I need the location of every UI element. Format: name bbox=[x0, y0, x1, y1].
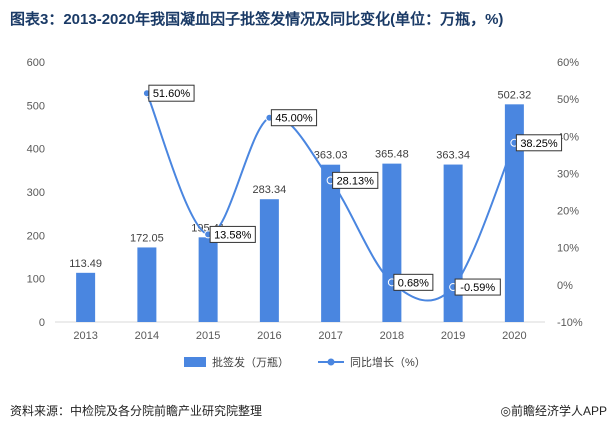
pct-label: 13.58% bbox=[214, 229, 252, 241]
pct-label: 45.00% bbox=[275, 113, 313, 125]
pct-callout: 38.25% bbox=[515, 134, 563, 152]
right-axis: -10% 0% 10% 20% 30% 40% 50% 60% bbox=[557, 57, 583, 329]
brand-note: ◎前瞻经济学人APP bbox=[501, 402, 608, 419]
legend-line-label: 同比增长（%） bbox=[350, 355, 426, 369]
bar-value-label: 363.03 bbox=[314, 150, 348, 162]
bar bbox=[504, 104, 524, 322]
chart-title: 图表3：2013-2020年我国凝血因子批签发情况及同比变化(单位：万瓶，%) bbox=[10, 11, 504, 28]
pct-callout: 13.58% bbox=[209, 225, 256, 243]
left-axis-tick-label: 300 bbox=[27, 187, 45, 199]
bar-value-label: 363.34 bbox=[436, 150, 470, 162]
bar bbox=[321, 164, 341, 322]
x-tick-label: 2014 bbox=[135, 330, 159, 342]
right-axis-tick-label: 40% bbox=[557, 131, 579, 143]
bar bbox=[198, 237, 218, 322]
pct-label-box bbox=[209, 225, 256, 243]
line-series: 51.60% 13.58% 45.00% 28.13% 0.68% -0.59% 38.25… bbox=[142, 84, 563, 302]
legend-bar-label: 批签发（万瓶） bbox=[212, 355, 289, 369]
right-axis-tick-label: 30% bbox=[557, 168, 579, 180]
right-axis-tick-label: 10% bbox=[557, 243, 579, 255]
left-axis-tick-label: 100 bbox=[27, 274, 45, 286]
source-note: 资料来源：中检院及各分院前瞻产业研究院整理 bbox=[10, 404, 263, 418]
pct-callout: 28.13% bbox=[332, 171, 379, 189]
pct-label: 0.68% bbox=[398, 277, 429, 289]
x-tick-label: 2019 bbox=[441, 330, 465, 342]
pct-label-box bbox=[515, 134, 563, 152]
x-tick-label: 2015 bbox=[196, 330, 220, 342]
left-axis-tick-label: 600 bbox=[27, 57, 45, 69]
bar bbox=[76, 272, 96, 322]
bar-value-label: 172.05 bbox=[130, 232, 164, 244]
pct-callout: -0.59% bbox=[454, 278, 501, 296]
pct-callout: 0.68% bbox=[393, 273, 434, 291]
bar bbox=[382, 163, 402, 322]
bar-value-label: 283.34 bbox=[253, 184, 287, 196]
pct-label: 28.13% bbox=[337, 175, 375, 187]
pct-label-box bbox=[454, 278, 501, 296]
pct-label: 38.25% bbox=[520, 138, 558, 150]
x-axis-labels: 2013 2014 2015 2016 2017 2018 2019 2020 bbox=[73, 330, 526, 342]
x-tick-label: 2018 bbox=[380, 330, 404, 342]
right-axis-tick-label: 20% bbox=[557, 206, 579, 218]
bar-value-label: 502.32 bbox=[498, 89, 532, 101]
pct-label-box bbox=[270, 109, 318, 127]
x-tick-label: 2013 bbox=[73, 330, 97, 342]
x-tick-label: 2016 bbox=[257, 330, 281, 342]
pct-label: 51.60% bbox=[153, 88, 191, 100]
left-axis-tick-label: 200 bbox=[27, 230, 45, 242]
legend: 批签发（万瓶） 同比增长（%） bbox=[184, 355, 426, 369]
brand-icon: ◎ bbox=[500, 404, 511, 418]
bar bbox=[137, 247, 157, 322]
x-tick-label: 2017 bbox=[318, 330, 342, 342]
legend-line-marker bbox=[327, 358, 335, 366]
right-axis-tick-label: -10% bbox=[557, 317, 583, 329]
left-axis-tick-label: 0 bbox=[39, 317, 45, 329]
brand-label: 前瞻经济学人APP bbox=[510, 404, 607, 418]
bar bbox=[443, 164, 463, 322]
pct-callout: 51.60% bbox=[148, 84, 195, 102]
x-tick-label: 2020 bbox=[502, 330, 526, 342]
right-axis-tick-label: 50% bbox=[557, 94, 579, 106]
right-axis-tick-label: 0% bbox=[557, 280, 573, 292]
left-axis-tick-label: 400 bbox=[27, 144, 45, 156]
pct-label-box bbox=[148, 84, 195, 102]
bar-value-label: 113.49 bbox=[69, 258, 102, 270]
bar-value-label: 365.48 bbox=[375, 149, 409, 161]
pct-callout: 45.00% bbox=[270, 109, 318, 127]
bar bbox=[259, 199, 279, 322]
pct-label-box bbox=[332, 171, 379, 189]
pct-label-box bbox=[393, 273, 434, 291]
legend-bar-swatch bbox=[184, 357, 206, 367]
left-axis: 0 100 200 300 400 500 600 bbox=[27, 57, 545, 329]
pct-label: -0.59% bbox=[460, 282, 495, 294]
right-axis-tick-label: 60% bbox=[557, 57, 579, 69]
left-axis-tick-label: 500 bbox=[27, 100, 45, 112]
